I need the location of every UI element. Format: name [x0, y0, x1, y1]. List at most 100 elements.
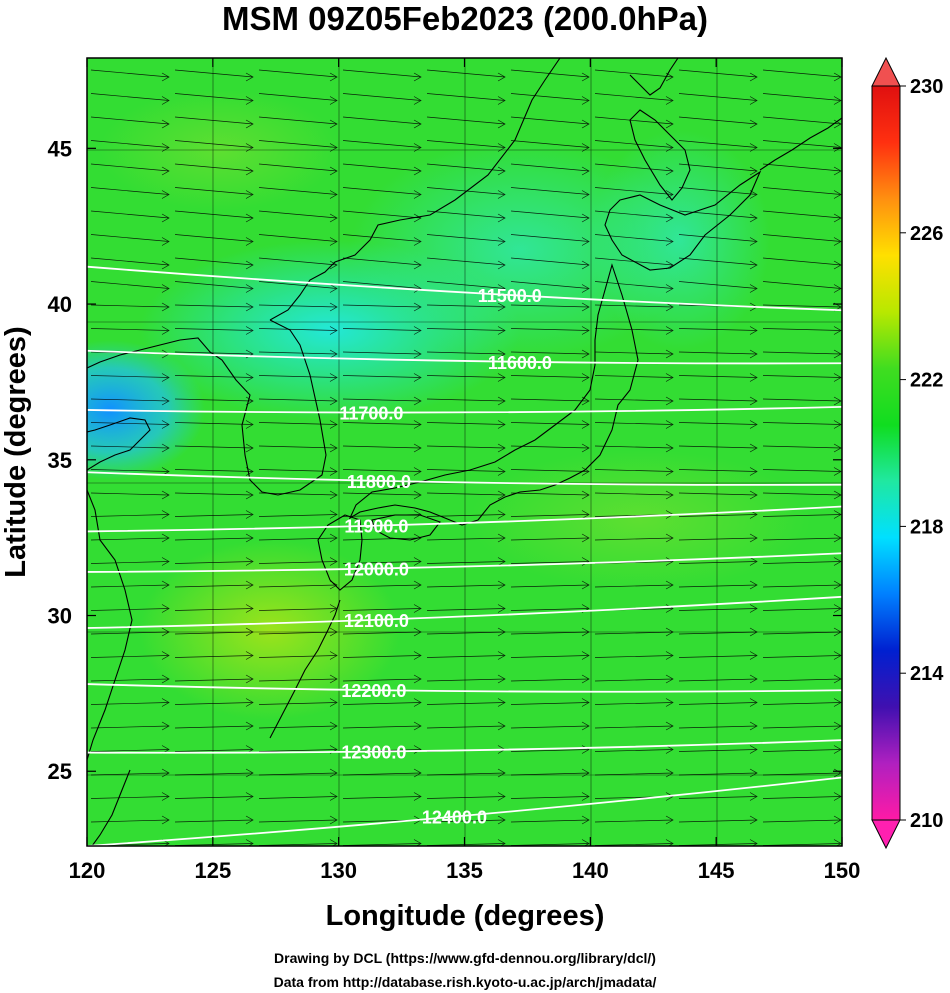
wind-arrowhead: [833, 510, 842, 519]
wind-arrow: [342, 257, 422, 266]
wind-arrowhead: [497, 190, 506, 199]
wind-arrow: [762, 398, 842, 402]
wind-arrow: [762, 678, 842, 682]
wind-arrowhead: [329, 674, 338, 684]
wind-arrow: [90, 375, 170, 378]
coastlines: [87, 58, 842, 846]
wind-arrowhead: [497, 815, 506, 825]
wind-arrowhead: [581, 627, 590, 637]
height-contour: [87, 739, 842, 754]
wind-arrow: [678, 116, 758, 125]
wind-arrowhead: [665, 604, 674, 613]
wind-arrowhead: [245, 190, 254, 199]
wind-arrowhead: [581, 284, 590, 293]
wind-arrowhead: [245, 721, 254, 731]
wind-arrow: [174, 584, 254, 588]
wind-arrowhead: [581, 467, 590, 476]
wind-arrowhead: [581, 839, 590, 846]
wind-arrow: [90, 257, 170, 266]
wind-arrow: [174, 678, 254, 682]
wind-arrowhead: [245, 815, 254, 825]
wind-arrowhead: [245, 627, 254, 637]
height-contour: [87, 552, 842, 573]
contour-label: 11500.0: [478, 286, 542, 306]
wind-arrowhead: [497, 533, 506, 543]
wind-arrowhead: [749, 326, 758, 335]
wind-arrowhead: [245, 420, 254, 429]
wind-arrowhead: [245, 604, 254, 613]
wind-arrow: [174, 163, 254, 172]
wind-arrow: [762, 469, 842, 472]
wind-arrowhead: [497, 72, 506, 82]
wind-arrowhead: [581, 237, 590, 246]
wind-arrow: [762, 631, 842, 635]
wind-arrowhead: [161, 510, 170, 519]
wind-arrowhead: [413, 674, 422, 684]
contour-label: 11900.0: [344, 517, 408, 537]
graticule: [87, 58, 842, 846]
wind-arrowhead: [161, 698, 170, 707]
wind-arrowhead: [749, 721, 758, 731]
wind-arrowhead: [413, 302, 422, 312]
wind-arrowhead: [329, 467, 338, 476]
wind-arrow: [342, 187, 422, 195]
wind-arrowhead: [245, 698, 254, 707]
wind-arrow: [174, 631, 254, 635]
colorbar-min-arrow: [871, 819, 901, 850]
wind-arrowhead: [833, 721, 842, 731]
wind-arrowhead: [497, 674, 506, 684]
wind-arrow: [174, 561, 254, 564]
wind-arrow: [762, 725, 842, 729]
wind-arrowhead: [329, 373, 338, 382]
wind-arrow: [426, 375, 506, 378]
wind-arrow: [258, 93, 338, 101]
contour-label: 11800.0: [347, 472, 411, 492]
wind-arrowhead: [665, 166, 674, 176]
wind-arrow: [258, 655, 338, 658]
wind-arrowhead: [581, 396, 590, 406]
wind-arrowhead: [329, 533, 338, 543]
wind-arrowhead: [749, 396, 758, 406]
wind-arrow: [678, 796, 758, 799]
wind-arrow: [90, 631, 170, 635]
coastline-kyushu: [317, 514, 363, 591]
colorbar-strip: [871, 85, 901, 821]
wind-arrowhead: [245, 373, 254, 382]
wind-arrowhead: [581, 580, 590, 590]
wind-arrow: [426, 398, 506, 402]
wind-arrowhead: [413, 467, 422, 476]
wind-arrow: [90, 537, 170, 541]
wind-arrow: [762, 422, 842, 425]
wind-arrowhead: [749, 373, 758, 382]
wind-arrowhead: [749, 815, 758, 825]
wind-arrow: [258, 140, 338, 148]
wind-arrow: [174, 187, 254, 195]
wind-arrow: [678, 725, 758, 729]
wind-arrow: [678, 445, 758, 449]
y-tick-label: 25: [48, 759, 72, 784]
contour-label: 12000.0: [344, 560, 409, 580]
wind-arrowhead: [329, 119, 338, 129]
wind-arrowhead: [497, 420, 506, 429]
wind-arrow: [510, 772, 590, 776]
wind-arrowhead: [245, 260, 254, 270]
wind-arrow: [90, 819, 170, 823]
wind-arrow: [426, 351, 506, 355]
wind-arrow: [342, 422, 422, 425]
wind-arrow: [90, 304, 170, 308]
wind-arrow: [258, 398, 338, 402]
wind-arrow: [426, 116, 506, 125]
wind-arrowhead: [161, 651, 170, 660]
wind-arrow: [174, 772, 254, 776]
wind-arrow: [678, 69, 758, 78]
wind-arrowhead: [329, 698, 338, 707]
wind-arrowhead: [665, 467, 674, 476]
wind-arrowhead: [161, 302, 170, 312]
wind-arrow: [342, 678, 422, 682]
wind-arrowhead: [329, 580, 338, 590]
wind-arrowhead: [497, 326, 506, 335]
wind-arrowhead: [833, 96, 842, 105]
wind-arrowhead: [665, 284, 674, 293]
wind-arrowhead: [413, 260, 422, 270]
wind-arrowhead: [413, 490, 422, 500]
